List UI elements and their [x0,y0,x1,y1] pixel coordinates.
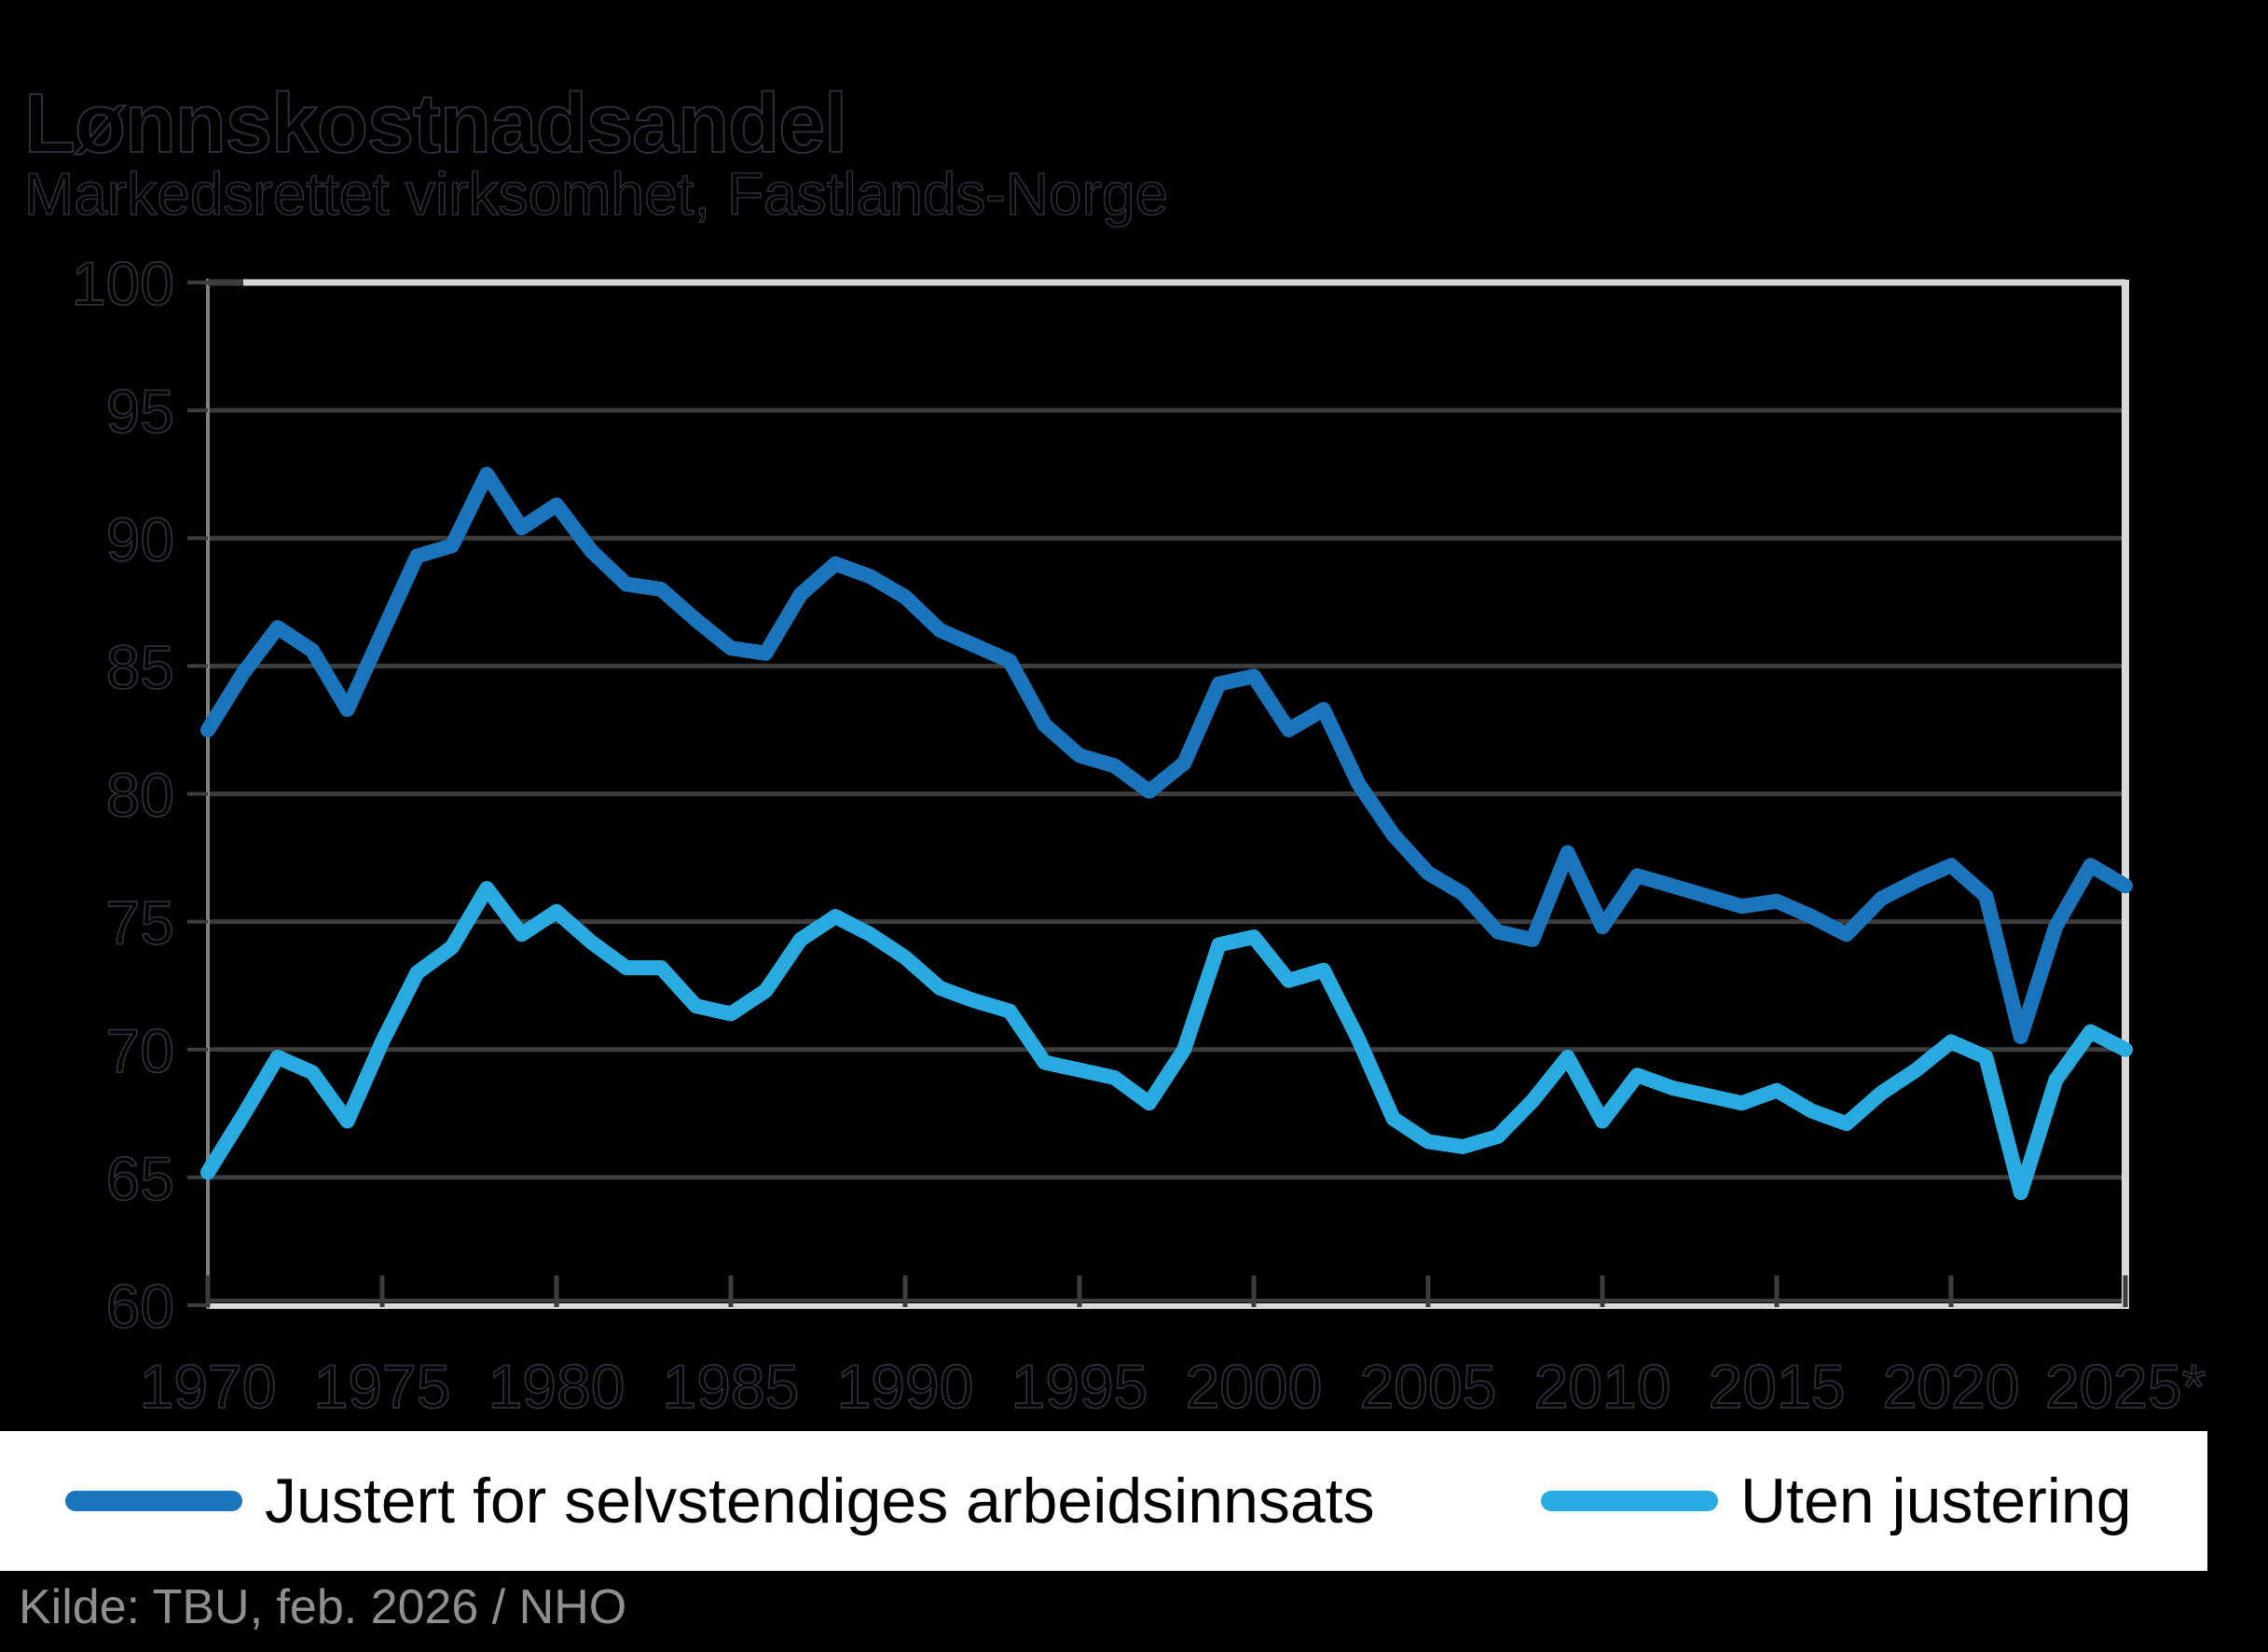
ytick-label-85: 85 [106,632,174,701]
ytick-label-65: 65 [106,1144,174,1213]
ytick-label-100: 100 [72,249,174,318]
chart-title: Lønnskostnadsandel [23,76,848,172]
xtick-label-2010: 2010 [1534,1352,1671,1421]
xtick-label-1970: 1970 [140,1352,277,1421]
xtick-label-1995: 1995 [1011,1352,1148,1421]
xtick-label-2025: 2025* [2045,1352,2206,1421]
legend-item-adjusted: Justert for selvstendiges arbeidsinnsats [65,1431,1375,1571]
source-caption: Kilde: TBU, feb. 2026 / NHO [19,1580,627,1634]
ytick-label-95: 95 [106,377,174,446]
legend-swatch-unadjusted-icon [1541,1491,1718,1511]
xtick-label-2015: 2015 [1709,1352,1846,1421]
legend-item-unadjusted: Uten justering [1541,1431,2132,1571]
xtick-label-1975: 1975 [314,1352,451,1421]
ytick-label-90: 90 [106,504,174,573]
xtick-label-1990: 1990 [837,1352,974,1421]
legend-label-adjusted: Justert for selvstendiges arbeidsinnsats [265,1466,1375,1536]
xtick-label-2005: 2005 [1360,1352,1497,1421]
legend-swatch-adjusted-icon [65,1491,242,1511]
xtick-label-2020: 2020 [1883,1352,2020,1421]
xtick-label-1985: 1985 [663,1352,800,1421]
ytick-label-70: 70 [106,1016,174,1085]
chart-legend: Justert for selvstendiges arbeidsinnsats… [0,1431,2207,1571]
ytick-label-75: 75 [106,888,174,957]
series-line-unadjusted [200,881,2133,1201]
xtick-label-2000: 2000 [1186,1352,1323,1421]
xtick-label-1980: 1980 [488,1352,625,1421]
legend-label-unadjusted: Uten justering [1740,1466,2132,1536]
chart-subtitle: Markedsrettet virksomhet, Fastlands-Norg… [23,159,1169,228]
ytick-label-60: 60 [106,1272,174,1341]
ytick-label-80: 80 [106,761,174,830]
series-line-adjusted [200,466,2133,1044]
